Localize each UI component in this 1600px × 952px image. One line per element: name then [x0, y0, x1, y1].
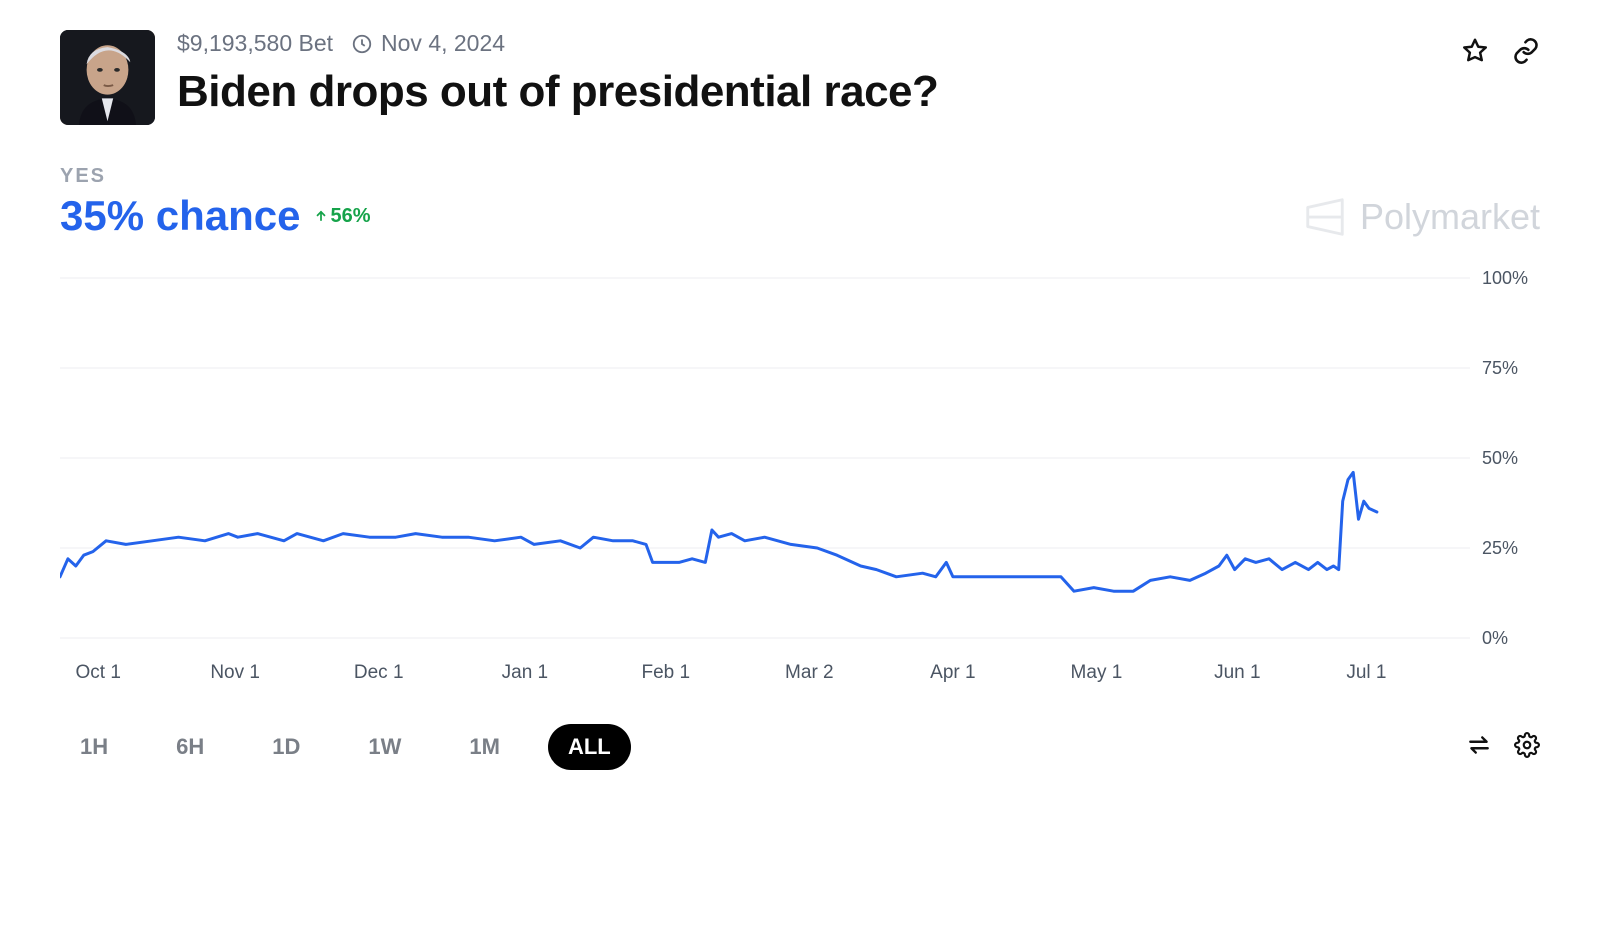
svg-text:0%: 0%	[1482, 628, 1508, 648]
svg-text:Oct 1: Oct 1	[75, 662, 120, 683]
svg-text:25%: 25%	[1482, 538, 1518, 558]
polymarket-logo-icon	[1302, 194, 1348, 240]
settings-button[interactable]	[1514, 732, 1540, 763]
svg-text:Mar 2: Mar 2	[785, 662, 834, 683]
polymarket-watermark: Polymarket	[1302, 194, 1540, 240]
svg-text:50%: 50%	[1482, 448, 1518, 468]
range-tab-all[interactable]: ALL	[548, 724, 631, 770]
chance-delta-text: 56%	[330, 205, 370, 228]
arrow-up-icon	[314, 209, 328, 223]
clock-icon	[351, 33, 373, 55]
polymarket-watermark-text: Polymarket	[1360, 196, 1540, 238]
price-chart[interactable]: 0% 25% 50% 75% 100% Oct 1 Nov 1 Dec 1 Jan 1 Feb 1…	[60, 268, 1540, 698]
svg-text:Jun 1: Jun 1	[1214, 662, 1260, 683]
range-tab-1m[interactable]: 1M	[449, 724, 520, 770]
svg-text:Feb 1: Feb 1	[641, 662, 690, 683]
volume-text: $9,193,580 Bet	[177, 30, 333, 57]
market-title: Biden drops out of presidential race?	[177, 67, 1438, 117]
range-selector: 1H 6H 1D 1W 1M ALL	[60, 724, 631, 770]
chance-value: 35% chance	[60, 192, 300, 240]
swap-button[interactable]	[1466, 732, 1492, 763]
resolution-date: Nov 4, 2024	[351, 30, 505, 57]
svg-text:Dec 1: Dec 1	[354, 662, 404, 683]
svg-text:Jan 1: Jan 1	[502, 662, 548, 683]
range-tab-1w[interactable]: 1W	[348, 724, 421, 770]
range-tab-1h[interactable]: 1H	[60, 724, 128, 770]
favorite-button[interactable]	[1460, 36, 1490, 71]
star-icon	[1460, 36, 1490, 66]
gear-icon	[1514, 732, 1540, 758]
range-tab-6h[interactable]: 6H	[156, 724, 224, 770]
range-tab-1d[interactable]: 1D	[252, 724, 320, 770]
svg-text:75%: 75%	[1482, 358, 1518, 378]
resolution-date-text: Nov 4, 2024	[381, 30, 505, 57]
svg-text:Apr 1: Apr 1	[930, 662, 975, 683]
svg-text:100%: 100%	[1482, 268, 1528, 288]
svg-text:Nov 1: Nov 1	[210, 662, 260, 683]
svg-text:Jul 1: Jul 1	[1346, 662, 1386, 683]
share-button[interactable]	[1512, 37, 1540, 70]
link-icon	[1512, 37, 1540, 65]
svg-text:May 1: May 1	[1071, 662, 1123, 683]
market-avatar	[60, 30, 155, 125]
chance-delta: 56%	[314, 205, 370, 228]
swap-icon	[1466, 732, 1492, 758]
outcome-label: YES	[60, 165, 371, 188]
